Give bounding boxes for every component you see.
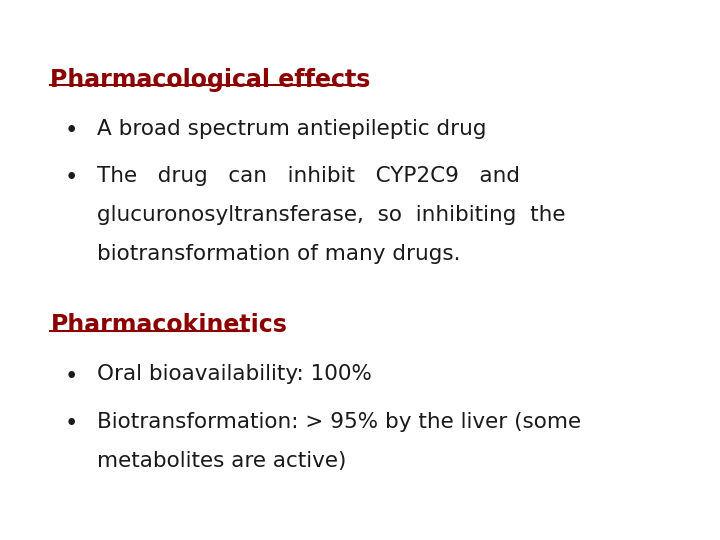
Text: •: • bbox=[65, 364, 78, 388]
Text: Pharmacological effects: Pharmacological effects bbox=[50, 68, 371, 91]
Text: •: • bbox=[65, 412, 78, 435]
Text: •: • bbox=[65, 166, 78, 190]
Text: biotransformation of many drugs.: biotransformation of many drugs. bbox=[97, 244, 461, 264]
Text: metabolites are active): metabolites are active) bbox=[97, 451, 346, 471]
Text: Pharmacokinetics: Pharmacokinetics bbox=[50, 313, 287, 337]
Text: The   drug   can   inhibit   CYP2C9   and: The drug can inhibit CYP2C9 and bbox=[97, 166, 521, 186]
Text: •: • bbox=[65, 119, 78, 142]
Text: Oral bioavailability: 100%: Oral bioavailability: 100% bbox=[97, 364, 372, 384]
Text: Biotransformation: > 95% by the liver (some: Biotransformation: > 95% by the liver (s… bbox=[97, 412, 581, 432]
Text: A broad spectrum antiepileptic drug: A broad spectrum antiepileptic drug bbox=[97, 119, 487, 139]
Text: glucuronosyltransferase,  so  inhibiting  the: glucuronosyltransferase, so inhibiting t… bbox=[97, 205, 566, 225]
